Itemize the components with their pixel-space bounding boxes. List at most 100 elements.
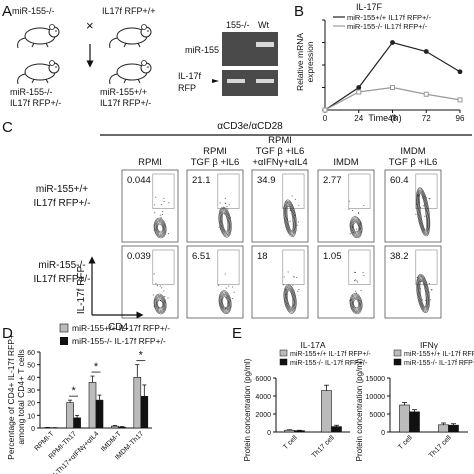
d-bar (73, 417, 81, 429)
c-facs-contour (284, 286, 296, 312)
c-facs-plot (186, 169, 244, 243)
c-facs-dot (283, 276, 285, 278)
c-facs-dot (352, 231, 354, 233)
panel-c-header: αCD3e/αCD28 (217, 121, 283, 132)
c-condition-label: RPMI (138, 157, 162, 168)
c-facs-dot (227, 302, 229, 304)
c-facs-dot (163, 200, 165, 202)
c-facs-dot (159, 299, 161, 301)
c-facs-dot (348, 208, 350, 210)
c-facs-contour (417, 276, 429, 311)
c-row-label: miR-155+/+ (36, 184, 88, 195)
panel-d-plot: 0102030405060RPMI-TRPMI-Th17RPMI-Th17+αI… (27, 350, 152, 474)
c-facs-dot (356, 280, 358, 282)
c-facs-dot (225, 297, 227, 299)
c-facs-plot (317, 169, 375, 243)
c-facs-dot (218, 284, 220, 286)
b-point (390, 40, 395, 45)
c-facs-contour (218, 290, 232, 314)
d-legend-wt: miR-155+/+ IL-17f RFP+/- (72, 323, 170, 333)
d-bar (111, 425, 119, 429)
c-condition-label: +αIFNγ+αIL4 (252, 157, 307, 168)
c-percent-label: 1.05 (323, 251, 342, 262)
panel-c-letter: C (2, 119, 13, 136)
d-sig-star: * (94, 361, 99, 373)
c-facs-dot (355, 228, 357, 230)
c-facs-dot (154, 212, 156, 214)
c-facs-dot (163, 290, 165, 292)
c-facs-dot (227, 208, 229, 210)
panel-b-letter: B (294, 3, 304, 20)
panel-b-xlabel: Time (h) (368, 113, 401, 123)
c-facs-contour (415, 187, 431, 237)
gel-top (222, 32, 278, 66)
panel-e-letter: E (232, 325, 242, 342)
e1-y-tick-label: 4000 (255, 394, 271, 401)
panel-b: B IL-17F Relative mRNA expression 0 24 48 7… (294, 2, 465, 123)
c-percent-label: 0.044 (127, 175, 151, 186)
c-facs-dot (154, 306, 156, 308)
c-facs-dot (232, 286, 234, 288)
c-facs-contour (219, 208, 231, 237)
b-legend-label-1: miR-155+/+ IL17f RFP+/- (347, 13, 431, 22)
e2-legend-swatch (393, 358, 402, 366)
gel-col2-label: Wt (258, 20, 269, 30)
c-facs-dot (420, 280, 422, 282)
b-series-line-2 (324, 86, 461, 111)
c-facs-dot (232, 298, 234, 300)
e2-bar (448, 424, 459, 433)
c-facs-dot (289, 210, 291, 212)
c-percent-label: 18 (257, 251, 268, 262)
c-facs-dot (358, 211, 360, 213)
c-facs-contour (418, 190, 429, 233)
c-facs-dot (163, 197, 165, 199)
c-facs-dot (363, 274, 365, 276)
c-x-axis-label: CD4 (108, 322, 128, 333)
c-condition-label: RPMI (268, 135, 292, 146)
c-facs-contour (418, 192, 428, 232)
e2-y-tick-label: 0 (381, 430, 385, 437)
c-facs-contour (351, 218, 362, 236)
mouse-top-right-icon (109, 24, 152, 49)
c-facs-dot (359, 223, 361, 225)
c-facs-dot (355, 290, 357, 292)
c-facs-dot (288, 285, 290, 287)
c-facs-dot (229, 300, 231, 302)
c-facs-dot (287, 302, 289, 304)
e2-y-tick-label: 10000 (366, 394, 386, 401)
c-facs-contour (220, 292, 231, 312)
c-facs-dot (348, 200, 350, 202)
offspring-wt-label-1: miR-155+/+ (100, 87, 147, 97)
e1-ylabel: Protein concentration (pg/ml) (243, 358, 252, 461)
c-facs-dot (153, 305, 155, 307)
c-facs-dot (224, 213, 226, 215)
c-facs-contour (155, 221, 165, 235)
gel-row1-label: miR-155 (185, 45, 219, 55)
e1-title: IL-17A (300, 340, 325, 350)
c-facs-dot (228, 204, 230, 206)
c-facs-dot (360, 221, 362, 223)
c-facs-dot (415, 213, 417, 215)
c-condition-label: IMDM (333, 157, 358, 168)
c-percent-label: 21.1 (192, 175, 211, 186)
c-facs-contour (286, 204, 295, 233)
c-facs-dot (152, 294, 154, 296)
gel-band-mir155-wt (256, 42, 274, 47)
c-facs-dot (155, 196, 157, 198)
c-facs-contour (218, 206, 232, 238)
c-facs-contour (219, 291, 231, 313)
c-facs-contour (154, 294, 166, 313)
c-facs-contour (351, 295, 362, 312)
d-legend-swatch-wt (59, 323, 69, 333)
c-facs-dot (359, 228, 361, 230)
b-point (322, 107, 328, 113)
c-facs-gate (282, 249, 305, 285)
c-facs-contour (287, 290, 294, 308)
e2-bar (399, 404, 410, 433)
c-facs-dot (153, 229, 155, 231)
c-facs-contour (221, 211, 229, 233)
panel-a: A miR-155-/- × IL17f RFP+/+ miR-155-/- I… (2, 3, 278, 108)
c-facs-dot (164, 296, 166, 298)
b-point (356, 89, 362, 95)
